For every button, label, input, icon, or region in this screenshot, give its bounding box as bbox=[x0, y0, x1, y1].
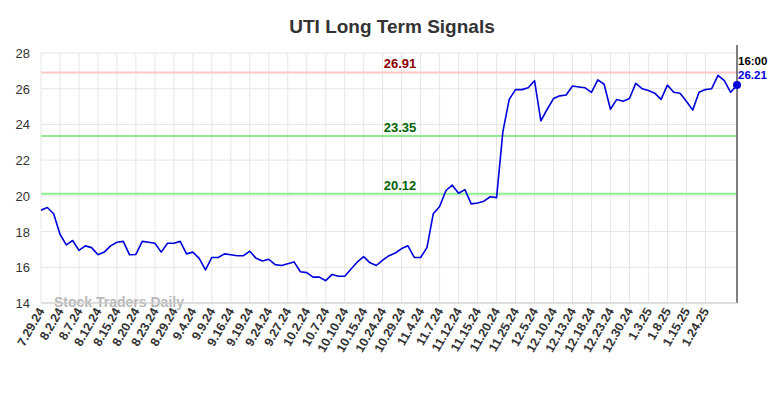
grid-line bbox=[78, 53, 79, 303]
grid-line bbox=[572, 53, 573, 303]
grid-line bbox=[211, 53, 212, 303]
y-tick-label: 14 bbox=[16, 296, 30, 311]
grid-line bbox=[325, 53, 326, 303]
grid-line bbox=[59, 53, 60, 303]
grid-line bbox=[306, 53, 307, 303]
grid-line bbox=[363, 53, 364, 303]
grid-line bbox=[534, 53, 535, 303]
y-tick-label: 26 bbox=[16, 82, 30, 97]
y-tick-label: 22 bbox=[16, 153, 30, 168]
signal-label: 26.91 bbox=[384, 56, 417, 71]
grid-line bbox=[439, 53, 440, 303]
signal-line bbox=[41, 71, 737, 73]
y-tick-label: 28 bbox=[16, 46, 30, 61]
grid-line bbox=[553, 53, 554, 303]
grid-line bbox=[41, 231, 737, 232]
grid-line bbox=[135, 53, 136, 303]
signal-label: 23.35 bbox=[384, 120, 417, 135]
y-tick-label: 24 bbox=[16, 117, 30, 132]
title: UTI Long Term Signals bbox=[289, 16, 495, 37]
grid-line bbox=[173, 53, 174, 303]
grid-line bbox=[458, 53, 459, 303]
grid-line bbox=[667, 53, 668, 303]
last-point bbox=[733, 81, 741, 89]
grid-line bbox=[41, 160, 737, 161]
y-tick-label: 20 bbox=[16, 189, 30, 204]
plot bbox=[41, 75, 737, 280]
grid-line bbox=[116, 53, 117, 303]
grid-line bbox=[287, 53, 288, 303]
signal-line bbox=[41, 135, 737, 137]
watermark: Stock Traders Daily bbox=[54, 294, 184, 310]
x-tick-label: 1.24.25 bbox=[679, 305, 712, 348]
grid-line bbox=[686, 53, 687, 303]
y-tick-label: 16 bbox=[16, 260, 30, 275]
grid-line bbox=[41, 267, 737, 268]
grid-line bbox=[154, 53, 155, 303]
grid-line bbox=[192, 53, 193, 303]
grid-line bbox=[41, 53, 42, 303]
grid-line bbox=[344, 53, 345, 303]
signal-label: 20.12 bbox=[384, 178, 417, 193]
grid-line bbox=[268, 53, 269, 303]
x-axis bbox=[41, 303, 737, 304]
grid-line bbox=[41, 303, 737, 304]
grid bbox=[41, 53, 737, 303]
grid-line bbox=[230, 53, 231, 303]
price-line bbox=[41, 75, 737, 280]
grid-line bbox=[496, 53, 497, 303]
time-label: 16:00 bbox=[738, 55, 767, 67]
last-value: 26.21 bbox=[738, 69, 767, 81]
grid-line bbox=[629, 53, 630, 303]
y-tick-label: 18 bbox=[16, 225, 30, 240]
grid-line bbox=[41, 53, 737, 54]
grid-line bbox=[249, 53, 250, 303]
grid-line bbox=[420, 53, 421, 303]
grid-line bbox=[477, 53, 478, 303]
grid-line bbox=[610, 53, 611, 303]
grid-line bbox=[97, 53, 98, 303]
signal-line bbox=[41, 193, 737, 195]
grid-line bbox=[41, 195, 737, 196]
